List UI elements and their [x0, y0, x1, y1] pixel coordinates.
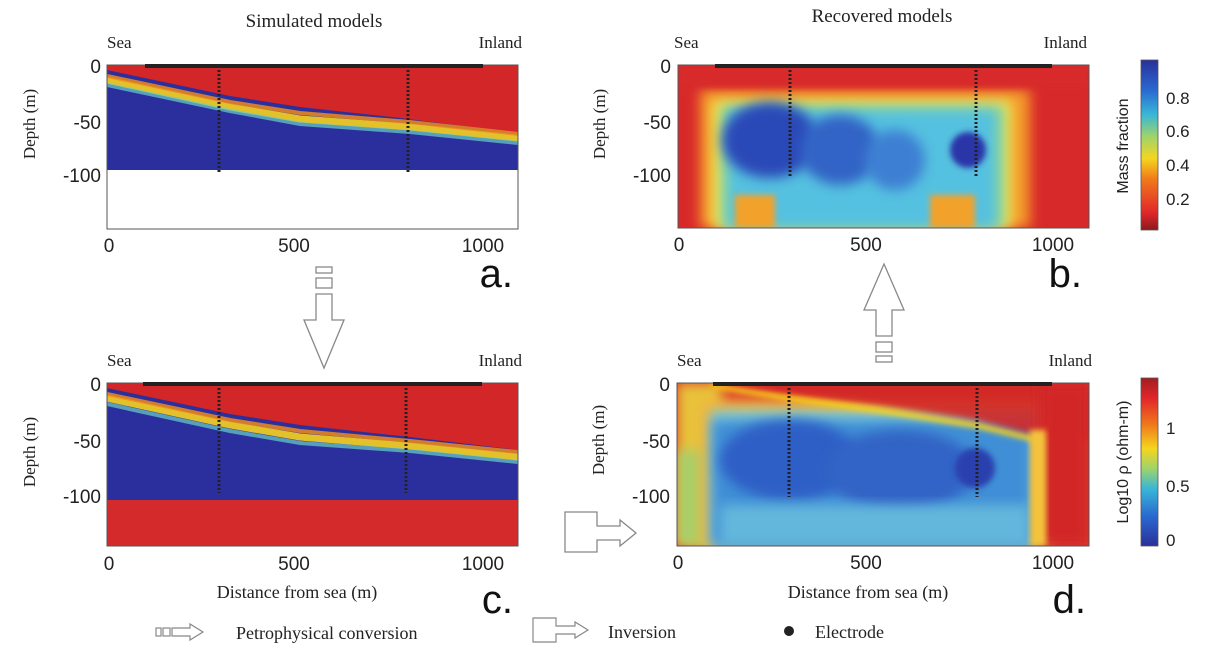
- panel-b-field: [678, 65, 1089, 228]
- panel-d-sea-label: Sea: [677, 351, 702, 370]
- panel-a-interface: [107, 76, 518, 142]
- panel-a-xtick-500: 500: [278, 236, 310, 257]
- panel-d-xtick-0: 0: [673, 553, 684, 574]
- panel-d-ylabel: Depth (m): [589, 405, 608, 475]
- panel-a: Sea Inland 0 -50 -100 0 500 1000 Depth (…: [20, 33, 522, 296]
- petrophysical-arrow-up: [863, 262, 905, 363]
- legend-inversion-label: Inversion: [608, 622, 676, 642]
- panel-b-xtick-1000: 1000: [1032, 235, 1074, 256]
- title-recovered: Recovered models: [812, 6, 953, 27]
- panel-b-colorbar-label: Mass fraction: [1115, 98, 1132, 193]
- panel-d-ytick-minus100: -100: [632, 487, 670, 508]
- panel-d-ytick-minus50: -50: [643, 432, 670, 453]
- panel-d-colorbar-label: Log10 ρ (ohm-m): [1115, 401, 1132, 524]
- panel-d-xlabel: Distance from sea (m): [788, 582, 948, 603]
- panel-c: Sea Inland 0 -50 -100 0 500 1000 Depth (…: [20, 351, 522, 622]
- legend-petrophysical-label: Petrophysical conversion: [236, 623, 417, 643]
- panel-d-cbar-tick-0: 0: [1166, 531, 1175, 550]
- petrophysical-arrow-down: [303, 266, 345, 370]
- panel-c-resistive-base: [107, 500, 518, 546]
- panel-a-field: [107, 65, 518, 229]
- panel-a-sea-label: Sea: [107, 33, 132, 52]
- panel-b: Sea Inland 0 -50 -100 0 500 1000 Depth (…: [590, 33, 1190, 296]
- panel-c-xlabel: Distance from sea (m): [217, 582, 377, 603]
- panel-d-xtick-1000: 1000: [1032, 553, 1074, 574]
- panel-a-inland-label: Inland: [479, 33, 523, 52]
- panel-b-sea-label: Sea: [674, 33, 699, 52]
- panel-a-freshwater: [107, 65, 518, 133]
- panel-d-ytick-0: 0: [659, 375, 670, 396]
- panel-a-xtick-0: 0: [104, 236, 115, 257]
- panel-b-xtick-0: 0: [674, 235, 685, 256]
- panel-c-xtick-500: 500: [278, 554, 310, 575]
- panel-b-label: b.: [1049, 252, 1082, 296]
- panel-d-xtick-500: 500: [850, 553, 882, 574]
- legend: Petrophysical conversion Inversion Elect…: [155, 617, 884, 643]
- panel-b-cbar-tick-0.8: 0.8: [1166, 89, 1190, 108]
- panel-b-cbar-tick-0.4: 0.4: [1166, 156, 1190, 175]
- panel-c-xtick-1000: 1000: [462, 554, 504, 575]
- panel-c-field: [107, 383, 518, 546]
- panel-a-xtick-1000: 1000: [462, 236, 504, 257]
- panel-a-ylabel: Depth (m): [20, 89, 39, 159]
- title-simulated: Simulated models: [246, 11, 383, 32]
- legend-petrophysical-icon: [155, 622, 205, 642]
- panel-c-ytick-0: 0: [90, 375, 101, 396]
- panel-a-label: a.: [480, 252, 513, 296]
- panel-c-ytick-minus100: -100: [63, 487, 101, 508]
- panel-b-ytick-minus50: -50: [644, 113, 671, 134]
- panel-d-colorbar: [1140, 377, 1159, 547]
- panel-d-cbar-tick-0.5: 0.5: [1166, 477, 1190, 496]
- panel-d-label: d.: [1053, 578, 1086, 622]
- panel-d: Sea Inland 0 -50 -100 0 500 1000 Depth (…: [589, 351, 1190, 622]
- panel-b-inland-label: Inland: [1044, 33, 1088, 52]
- legend-inversion-icon: [532, 617, 590, 643]
- panel-c-label: c.: [482, 578, 513, 622]
- panel-c-ylabel: Depth (m): [20, 417, 39, 487]
- legend-electrode-label: Electrode: [815, 622, 884, 642]
- panel-b-ytick-0: 0: [660, 57, 671, 78]
- panel-c-sea-label: Sea: [107, 351, 132, 370]
- panel-b-colorbar: [1140, 59, 1159, 231]
- inversion-arrow: [564, 511, 638, 553]
- panel-a-ytick-minus50: -50: [74, 113, 101, 134]
- panel-d-inland-label: Inland: [1049, 351, 1093, 370]
- panel-b-ytick-minus100: -100: [633, 166, 671, 187]
- panel-b-cbar-tick-0.6: 0.6: [1166, 122, 1190, 141]
- panel-b-ylabel: Depth (m): [590, 89, 609, 159]
- panel-b-xtick-500: 500: [850, 235, 882, 256]
- panel-a-ytick-minus100: -100: [63, 166, 101, 187]
- panel-a-ytick-0: 0: [90, 57, 101, 78]
- legend-electrode-icon: [784, 626, 794, 636]
- panel-d-cbar-tick-1: 1: [1166, 419, 1175, 438]
- panel-c-ytick-minus50: -50: [74, 432, 101, 453]
- panel-c-inland-label: Inland: [479, 351, 523, 370]
- panel-d-field: [677, 383, 1089, 546]
- panel-c-xtick-0: 0: [104, 554, 115, 575]
- panel-b-cbar-tick-0.2: 0.2: [1166, 190, 1190, 209]
